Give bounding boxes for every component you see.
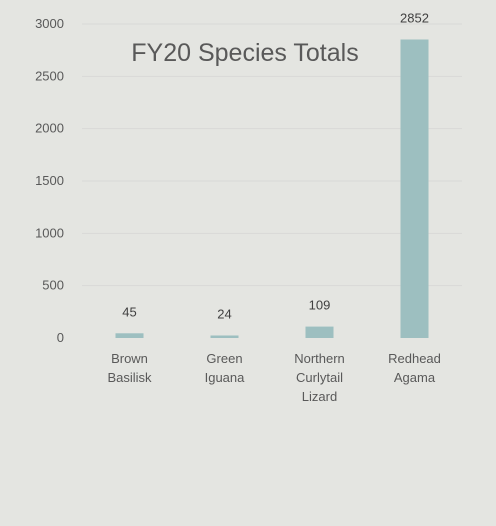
chart-title: FY20 Species Totals <box>131 39 358 67</box>
category-label: Basilisk <box>107 370 152 385</box>
data-label: 24 <box>217 306 231 321</box>
bars <box>115 39 429 339</box>
gridlines <box>82 23 462 287</box>
data-label: 45 <box>122 304 136 319</box>
category-label: Lizard <box>302 389 337 404</box>
category-label: Green <box>206 351 242 366</box>
bar <box>400 39 429 339</box>
category-label: Brown <box>111 351 148 366</box>
y-tick-label: 1500 <box>35 173 64 188</box>
bar <box>305 326 334 338</box>
category-label: Agama <box>394 370 436 385</box>
data-label: 2852 <box>400 10 429 25</box>
y-tick-label: 0 <box>57 330 64 345</box>
category-label: Curlytail <box>296 370 343 385</box>
category-labels: Brown Basilisk Green Iguana Northern Curlytai… <box>107 351 440 404</box>
data-label: 109 <box>309 298 331 313</box>
bar <box>210 335 239 338</box>
y-tick-label: 2500 <box>35 68 64 83</box>
y-tick-label: 3000 <box>35 16 64 31</box>
y-tick-label: 500 <box>42 278 64 293</box>
bar <box>115 333 144 338</box>
category-label: Redhead <box>388 351 441 366</box>
category-label: Iguana <box>205 370 246 385</box>
y-tick-label: 1000 <box>35 225 64 240</box>
category-label: Northern <box>294 351 345 366</box>
data-labels: 45 24 109 2852 <box>122 10 429 321</box>
y-axis-tick-labels: 0 500 1000 1500 2000 2500 3000 <box>35 16 64 345</box>
y-tick-label: 2000 <box>35 121 64 136</box>
